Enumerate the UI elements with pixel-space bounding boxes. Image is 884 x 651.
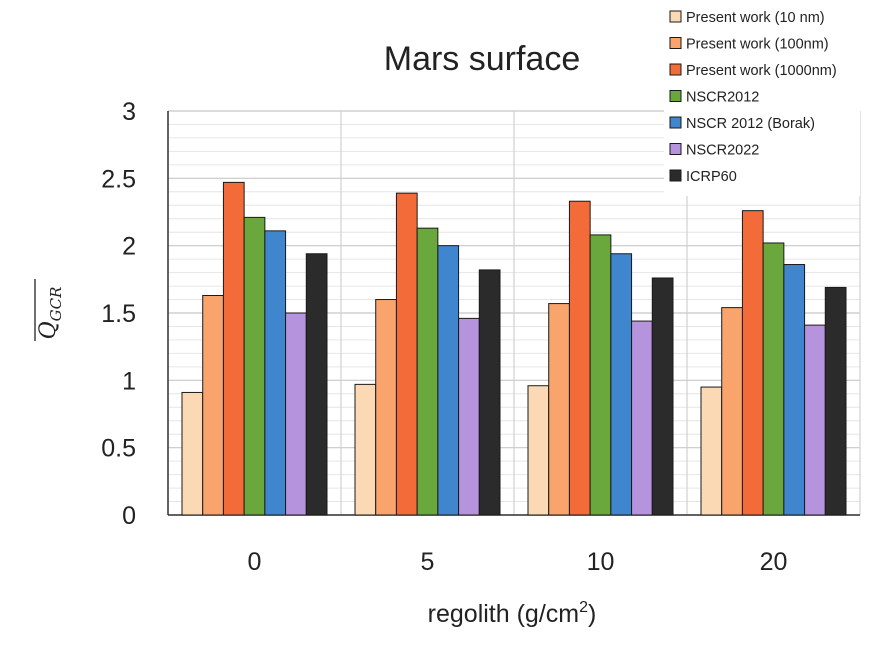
- bar: [548, 303, 570, 516]
- bar: [354, 383, 377, 516]
- bar: [264, 230, 287, 516]
- y-tick-label: 1: [122, 367, 136, 395]
- bar: [478, 269, 501, 516]
- svg-text:QGCR: QGCR: [36, 287, 65, 340]
- legend-label: NSCR 2012 (Borak): [686, 116, 815, 132]
- y-axis-title-text: Q: [36, 321, 61, 339]
- bar: [762, 242, 785, 516]
- x-axis-title-superscript: 2: [579, 599, 588, 616]
- bar: [824, 286, 847, 516]
- bar: [458, 317, 480, 516]
- bar: [610, 253, 633, 516]
- legend-label: NSCR2012: [686, 90, 759, 106]
- bar: [202, 294, 224, 516]
- legend-label: Present work (100nm): [686, 37, 829, 53]
- y-axis-title: QGCR: [34, 279, 65, 341]
- bar: [222, 181, 245, 516]
- legend-swatch: [669, 143, 682, 155]
- x-tick-label: 0: [248, 548, 262, 576]
- bar: [721, 307, 743, 516]
- bar: [437, 245, 460, 516]
- bar: [651, 277, 674, 516]
- legend-swatch: [669, 90, 682, 102]
- legend-label: Present work (1000nm): [686, 63, 837, 79]
- bar: [375, 299, 397, 516]
- bar: [589, 234, 612, 516]
- bar: [527, 385, 550, 516]
- tick-labels: 0 0.5 1 1.5 2 2.5 3 0 5 10 20: [101, 98, 787, 576]
- bar: [783, 264, 806, 516]
- legend-swatch: [669, 116, 682, 129]
- legend-swatch: [669, 37, 682, 49]
- x-tick-label: 20: [760, 548, 788, 576]
- y-tick-label: 0.5: [101, 435, 136, 463]
- legend-label: NSCR2022: [686, 143, 759, 159]
- y-tick-label: 2: [122, 233, 136, 261]
- bar: [741, 210, 764, 516]
- bar: [804, 324, 826, 516]
- bar: [181, 391, 204, 516]
- legend-swatch: [669, 169, 682, 182]
- bars: [181, 181, 847, 516]
- legend-label: ICRP60: [686, 169, 737, 185]
- legend-box: [664, 0, 860, 196]
- chart-title: Mars surface: [384, 40, 581, 78]
- y-tick-label: 0: [122, 502, 136, 530]
- y-tick-label: 2.5: [101, 165, 136, 193]
- legend: Present work (10 nm) Present work (100nm)…: [664, 0, 860, 196]
- x-tick-label: 5: [421, 548, 435, 576]
- legend-swatch: [669, 10, 682, 23]
- bar: [631, 320, 653, 516]
- x-axis-title-text: regolith (g/cm: [428, 600, 579, 628]
- x-axis-title-close: ): [588, 600, 596, 628]
- svg-text:regolith (g/cm2): regolith (g/cm2): [428, 599, 597, 628]
- bar: [395, 192, 418, 516]
- bar: [285, 312, 307, 516]
- bar: [305, 253, 328, 516]
- bar: [568, 200, 591, 516]
- bar: [243, 216, 266, 516]
- y-tick-label: 1.5: [101, 300, 136, 328]
- x-axis-title: regolith (g/cm2): [428, 599, 597, 628]
- x-tick-label: 10: [587, 548, 615, 576]
- y-tick-label: 3: [122, 98, 136, 126]
- bar: [416, 227, 439, 516]
- y-axis-title-subscript: GCR: [47, 287, 65, 322]
- legend-label: Present work (10 nm): [686, 10, 825, 26]
- legend-swatch: [669, 63, 682, 76]
- bar: [700, 386, 723, 516]
